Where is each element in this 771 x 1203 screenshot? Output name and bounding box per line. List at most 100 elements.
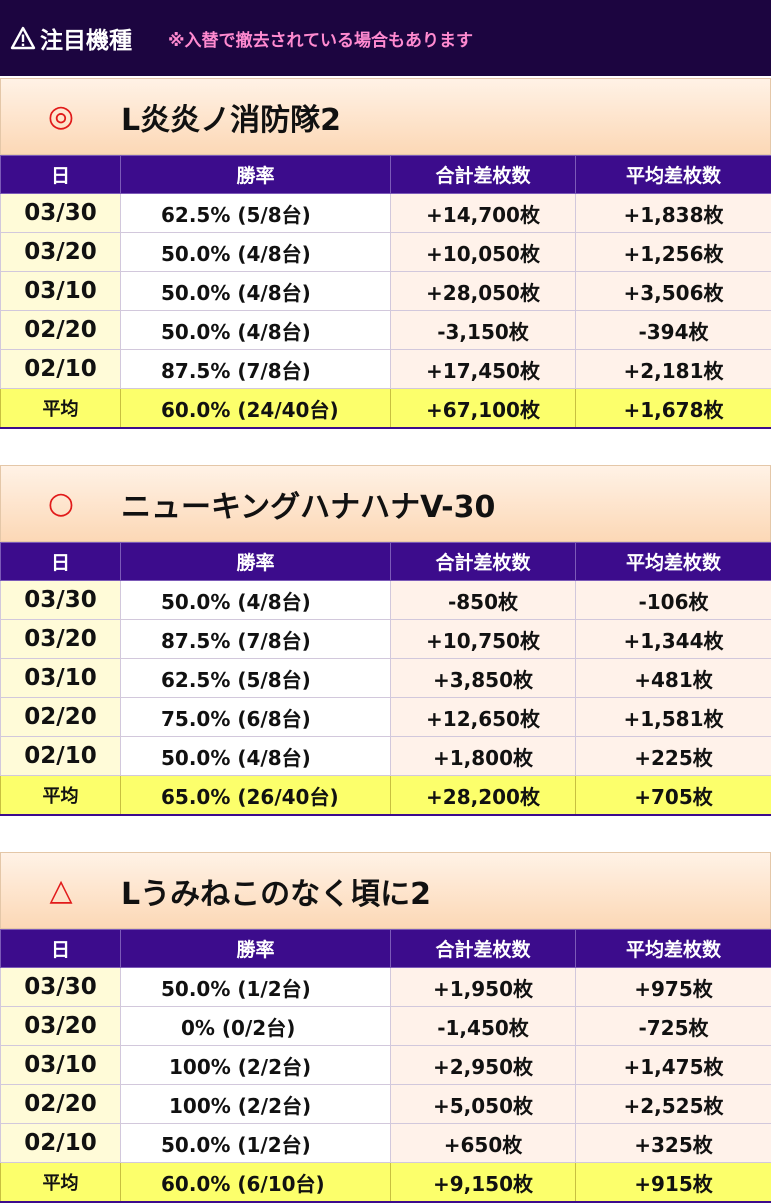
date-cell: 03/30	[1, 194, 121, 233]
win-rate-cell: 50.0% (4/8台)	[121, 581, 391, 620]
table-row: 02/10 87.5% (7/8台) +17,450枚 +2,181枚	[1, 350, 771, 389]
summary-label: 平均	[1, 776, 121, 816]
total-diff-cell: +1,950枚	[391, 968, 576, 1007]
machine-section-1: ◎ L炎炎ノ消防隊2 日 勝率 合計差枚数 平均差枚数 03/30 62.5% …	[0, 78, 771, 429]
total-diff-cell: -850枚	[391, 581, 576, 620]
date-cell: 03/10	[1, 272, 121, 311]
machine-section-2: ○ ニューキングハナハナV-30 日 勝率 合計差枚数 平均差枚数 03/30 …	[0, 465, 771, 816]
table-row: 03/10 62.5% (5/8台) +3,850枚 +481枚	[1, 659, 771, 698]
date-cell: 03/30	[1, 581, 121, 620]
avg-diff-cell: +2,525枚	[576, 1085, 771, 1124]
table-row: 03/30 50.0% (1/2台) +1,950枚 +975枚	[1, 968, 771, 1007]
machine-header: △ Lうみねこのなく頃に2	[0, 852, 771, 929]
date-cell: 02/10	[1, 737, 121, 776]
win-rate-cell: 50.0% (4/8台)	[121, 233, 391, 272]
col-header-avg-diff: 平均差枚数	[576, 543, 771, 581]
date-cell: 02/10	[1, 1124, 121, 1163]
win-rate-cell: 100% (2/2台)	[121, 1046, 391, 1085]
win-rate-cell: 50.0% (4/8台)	[121, 311, 391, 350]
col-header-avg-diff: 平均差枚数	[576, 930, 771, 968]
table-header-row: 日 勝率 合計差枚数 平均差枚数	[1, 930, 771, 968]
date-cell: 03/30	[1, 968, 121, 1007]
date-cell: 02/20	[1, 698, 121, 737]
col-header-avg-diff: 平均差枚数	[576, 156, 771, 194]
summary-row: 平均 65.0% (26/40台) +28,200枚 +705枚	[1, 776, 771, 816]
table-row: 03/20 50.0% (4/8台) +10,050枚 +1,256枚	[1, 233, 771, 272]
total-diff-cell: -1,450枚	[391, 1007, 576, 1046]
avg-diff-cell: +325枚	[576, 1124, 771, 1163]
total-diff-cell: +2,950枚	[391, 1046, 576, 1085]
col-header-total-diff: 合計差枚数	[391, 156, 576, 194]
col-header-date: 日	[1, 930, 121, 968]
table-header-row: 日 勝率 合計差枚数 平均差枚数	[1, 543, 771, 581]
col-header-win-rate: 勝率	[121, 543, 391, 581]
machine-title: L炎炎ノ消防隊2	[121, 95, 341, 139]
total-diff-cell: +5,050枚	[391, 1085, 576, 1124]
machine-header: ○ ニューキングハナハナV-30	[0, 465, 771, 542]
avg-diff-cell: +3,506枚	[576, 272, 771, 311]
page-title: 注目機種	[40, 21, 132, 55]
summary-win-rate: 60.0% (24/40台)	[121, 389, 391, 429]
table-row: 03/20 0% (0/2台) -1,450枚 -725枚	[1, 1007, 771, 1046]
removal-note: ※入替で撤去されている場合もあります	[168, 26, 473, 51]
date-cell: 03/20	[1, 620, 121, 659]
summary-label: 平均	[1, 1163, 121, 1203]
avg-diff-cell: +481枚	[576, 659, 771, 698]
summary-total-diff: +9,150枚	[391, 1163, 576, 1203]
date-cell: 02/20	[1, 311, 121, 350]
summary-row: 平均 60.0% (24/40台) +67,100枚 +1,678枚	[1, 389, 771, 429]
date-cell: 03/10	[1, 1046, 121, 1085]
win-rate-cell: 50.0% (1/2台)	[121, 968, 391, 1007]
results-table: 日 勝率 合計差枚数 平均差枚数 03/30 62.5% (5/8台) +14,…	[0, 155, 771, 429]
avg-diff-cell: +975枚	[576, 968, 771, 1007]
top-header-bar: 注目機種 ※入替で撤去されている場合もあります	[0, 0, 771, 76]
machine-title: ニューキングハナハナV-30	[121, 482, 495, 526]
table-row: 02/20 50.0% (4/8台) -3,150枚 -394枚	[1, 311, 771, 350]
summary-avg-diff: +915枚	[576, 1163, 771, 1203]
summary-label: 平均	[1, 389, 121, 429]
table-row: 03/30 62.5% (5/8台) +14,700枚 +1,838枚	[1, 194, 771, 233]
results-table: 日 勝率 合計差枚数 平均差枚数 03/30 50.0% (4/8台) -850…	[0, 542, 771, 816]
win-rate-cell: 50.0% (4/8台)	[121, 737, 391, 776]
win-rate-cell: 100% (2/2台)	[121, 1085, 391, 1124]
total-diff-cell: +28,050枚	[391, 272, 576, 311]
win-rate-cell: 62.5% (5/8台)	[121, 659, 391, 698]
avg-diff-cell: +2,181枚	[576, 350, 771, 389]
table-row: 02/10 50.0% (4/8台) +1,800枚 +225枚	[1, 737, 771, 776]
table-row: 02/20 100% (2/2台) +5,050枚 +2,525枚	[1, 1085, 771, 1124]
col-header-date: 日	[1, 543, 121, 581]
machine-section-3: △ Lうみねこのなく頃に2 日 勝率 合計差枚数 平均差枚数 03/30 50.…	[0, 852, 771, 1203]
table-row: 03/20 87.5% (7/8台) +10,750枚 +1,344枚	[1, 620, 771, 659]
table-header-row: 日 勝率 合計差枚数 平均差枚数	[1, 156, 771, 194]
avg-diff-cell: +1,838枚	[576, 194, 771, 233]
date-cell: 02/20	[1, 1085, 121, 1124]
total-diff-cell: +1,800枚	[391, 737, 576, 776]
total-diff-cell: +650枚	[391, 1124, 576, 1163]
rating-mark: ○	[1, 486, 121, 521]
col-header-total-diff: 合計差枚数	[391, 543, 576, 581]
summary-avg-diff: +1,678枚	[576, 389, 771, 429]
date-cell: 03/20	[1, 1007, 121, 1046]
table-row: 03/10 50.0% (4/8台) +28,050枚 +3,506枚	[1, 272, 771, 311]
summary-avg-diff: +705枚	[576, 776, 771, 816]
win-rate-cell: 50.0% (4/8台)	[121, 272, 391, 311]
col-header-date: 日	[1, 156, 121, 194]
table-row: 02/10 50.0% (1/2台) +650枚 +325枚	[1, 1124, 771, 1163]
total-diff-cell: +10,750枚	[391, 620, 576, 659]
date-cell: 03/10	[1, 659, 121, 698]
summary-total-diff: +67,100枚	[391, 389, 576, 429]
win-rate-cell: 62.5% (5/8台)	[121, 194, 391, 233]
summary-row: 平均 60.0% (6/10台) +9,150枚 +915枚	[1, 1163, 771, 1203]
results-table: 日 勝率 合計差枚数 平均差枚数 03/30 50.0% (1/2台) +1,9…	[0, 929, 771, 1203]
avg-diff-cell: -725枚	[576, 1007, 771, 1046]
avg-diff-cell: +225枚	[576, 737, 771, 776]
date-cell: 02/10	[1, 350, 121, 389]
col-header-win-rate: 勝率	[121, 156, 391, 194]
table-row: 03/30 50.0% (4/8台) -850枚 -106枚	[1, 581, 771, 620]
total-diff-cell: +10,050枚	[391, 233, 576, 272]
total-diff-cell: +3,850枚	[391, 659, 576, 698]
table-row: 03/10 100% (2/2台) +2,950枚 +1,475枚	[1, 1046, 771, 1085]
avg-diff-cell: +1,581枚	[576, 698, 771, 737]
total-diff-cell: +14,700枚	[391, 194, 576, 233]
win-rate-cell: 0% (0/2台)	[121, 1007, 391, 1046]
